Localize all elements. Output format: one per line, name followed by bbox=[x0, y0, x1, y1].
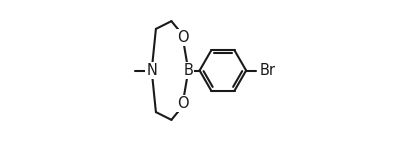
Text: B: B bbox=[183, 63, 193, 78]
Text: O: O bbox=[177, 96, 188, 111]
Text: N: N bbox=[146, 63, 157, 78]
Text: O: O bbox=[177, 30, 188, 45]
Text: Br: Br bbox=[260, 63, 276, 78]
